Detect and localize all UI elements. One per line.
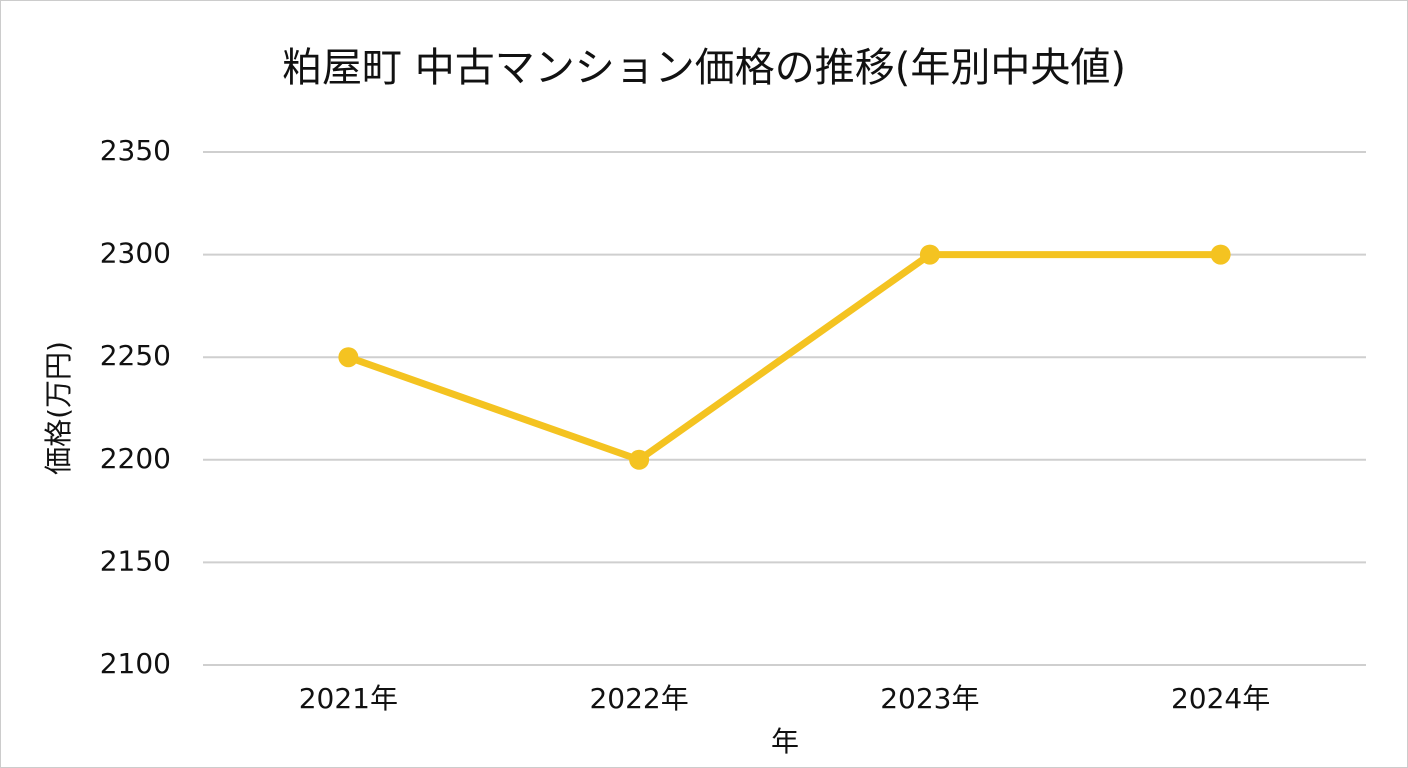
- y-axis-label: 価格(万円): [42, 341, 75, 475]
- line: [347, 251, 1221, 464]
- y-tick-label: 2100: [100, 647, 171, 680]
- y-tick-label: 2300: [100, 237, 171, 270]
- marker: [338, 347, 359, 368]
- marker: [629, 449, 650, 470]
- x-axis-label: 年: [771, 725, 799, 758]
- x-tick-label: 2024年: [1171, 682, 1270, 715]
- y-tick-label: 2200: [100, 442, 171, 475]
- x-tick-label: 2021年: [299, 682, 398, 715]
- chart-title: 粕屋町 中古マンション価格の推移(年別中央値): [282, 45, 1126, 91]
- marker: [1210, 244, 1231, 265]
- y-tick-label: 2150: [100, 544, 171, 577]
- y-tick-label: 2350: [100, 134, 171, 167]
- y-tick-label: 2250: [100, 339, 171, 372]
- x-tick-label: 2022年: [589, 682, 688, 715]
- x-tick-label: 2023年: [880, 682, 979, 715]
- marker: [919, 244, 940, 265]
